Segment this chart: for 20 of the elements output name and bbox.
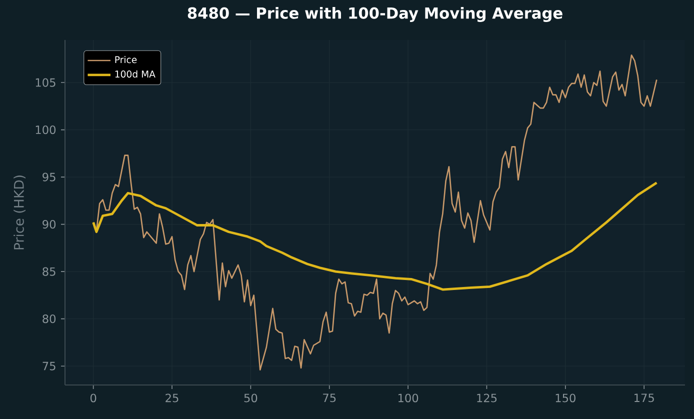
y-axis-title: Price (HKD) [14, 176, 26, 250]
x-tick-label: 150 [556, 394, 576, 402]
legend-label: 100d MA [115, 70, 156, 78]
x-tick-label: 175 [634, 394, 654, 402]
y-tick-label: 105 [36, 78, 56, 87]
y-tick-label: 80 [42, 314, 56, 324]
x-tick-label: 0 [90, 394, 96, 402]
x-tick-label: 25 [166, 394, 178, 402]
y-tick-label: 95 [42, 172, 56, 182]
y-tick-label: 75 [42, 362, 56, 370]
x-tick-label: 125 [477, 394, 497, 402]
x-tick-label: 75 [323, 394, 336, 402]
y-tick-label: 90 [42, 220, 56, 229]
y-tick-label: 100 [36, 126, 56, 134]
y-tick-label: 85 [42, 267, 56, 276]
x-tick-label: 50 [244, 394, 258, 402]
x-tick-label: 100 [398, 394, 418, 402]
chart-title: 8480 — Price with 100-Day Moving Average [188, 7, 562, 22]
legend-label: Price [115, 56, 137, 64]
line-series [92, 182, 658, 291]
